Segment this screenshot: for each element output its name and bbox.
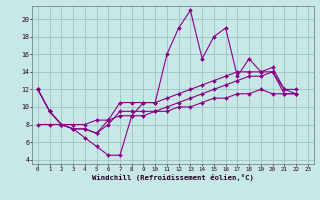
X-axis label: Windchill (Refroidissement éolien,°C): Windchill (Refroidissement éolien,°C): [92, 174, 254, 181]
